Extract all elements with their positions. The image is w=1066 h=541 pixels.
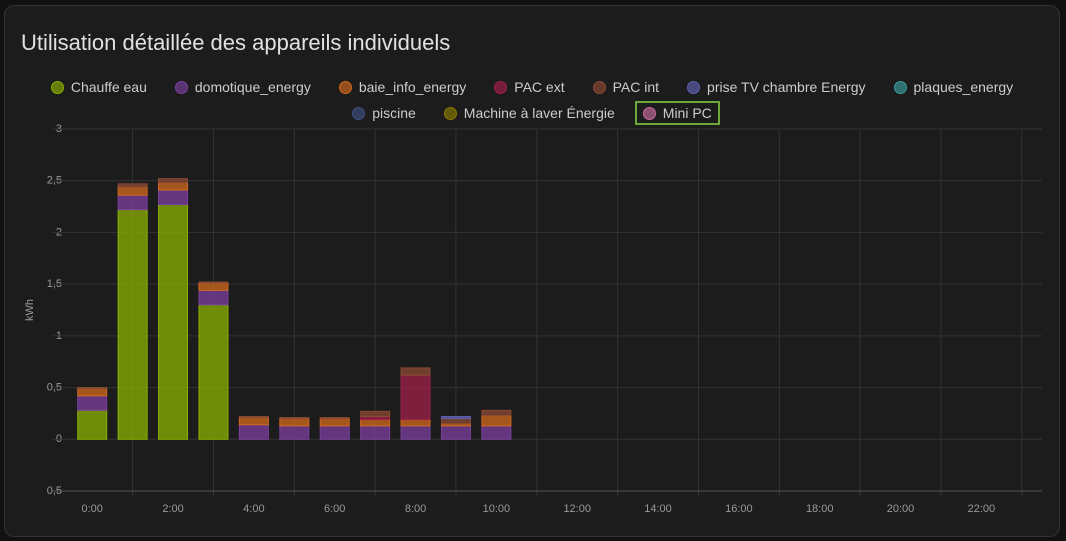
bar-segment [440, 425, 471, 440]
legend: Chauffe eau domotique_energy baie_info_ene… [5, 74, 1059, 126]
legend-swatch [687, 80, 701, 94]
legend-item[interactable]: Mini PC [634, 101, 720, 125]
legend-label: PAC ext [514, 79, 565, 95]
bar-segment [77, 388, 108, 397]
bar-segment [117, 194, 148, 211]
bar-segment [440, 418, 471, 425]
bar-segment [319, 418, 350, 427]
y-axis-label: kWh [24, 299, 36, 321]
bar-segment [481, 409, 512, 416]
bar-segment [440, 416, 471, 420]
bar-segment [400, 419, 431, 427]
bar-segment [158, 178, 189, 184]
legend-swatch [592, 80, 606, 94]
legend-label: Machine à laver Énergie [463, 105, 615, 121]
legend-label: PAC int [612, 79, 660, 95]
bar-segment [360, 425, 391, 440]
bar-segment [117, 186, 148, 196]
bar-segment [319, 425, 350, 440]
legend-item[interactable]: Chauffe eau [43, 75, 155, 99]
chart-title: Utilisation détaillée des appareils indi… [21, 30, 451, 55]
legend-swatch [352, 106, 366, 120]
x-tick-label: 8:00 [405, 503, 426, 515]
legend-swatch [338, 80, 352, 94]
bar-segment [238, 417, 269, 426]
bar-segment [198, 304, 229, 440]
bar-segment [400, 367, 431, 376]
bar-segment [77, 409, 108, 440]
x-tick-label: 2:00 [162, 503, 183, 515]
bar-segment [279, 418, 310, 427]
bar-segment [238, 416, 269, 419]
legend-item[interactable]: PAC ext [486, 75, 572, 99]
bar-segment [117, 183, 148, 188]
bar-segment [158, 204, 189, 440]
legend-label: domotique_energy [194, 79, 311, 95]
bar-segment [400, 374, 431, 421]
legend-label: Mini PC [662, 105, 712, 121]
bar-segment [77, 387, 108, 390]
x-tick-label: 4:00 [243, 503, 264, 515]
x-tick-label: 14:00 [644, 503, 672, 515]
x-tick-label: 12:00 [563, 503, 591, 515]
legend-swatch [50, 80, 64, 94]
legend-item[interactable]: baie_info_energy [331, 75, 474, 99]
bar-segment [481, 414, 512, 427]
bar-segment [158, 182, 189, 191]
legend-label: prise TV chambre Energy [707, 79, 866, 95]
bar-segment [481, 425, 512, 440]
legend-item[interactable]: plaques_energy [886, 75, 1022, 99]
bar-segment [198, 282, 229, 291]
legend-label: plaques_energy [913, 79, 1014, 95]
legend-swatch [893, 80, 907, 94]
x-tick-label: 10:00 [483, 503, 511, 515]
legend-swatch [494, 80, 508, 94]
bar-segment [198, 281, 229, 284]
x-tick-label: 0:00 [81, 503, 102, 515]
x-tick-label: 18:00 [806, 503, 834, 515]
x-tick-label: 16:00 [725, 503, 753, 515]
legend-swatch [443, 106, 457, 120]
legend-item[interactable]: PAC int [585, 75, 667, 99]
legend-item[interactable]: domotique_energy [167, 75, 319, 99]
bar-segment [77, 395, 108, 411]
x-tick-label: 20:00 [887, 503, 915, 515]
bar-segment [158, 189, 189, 206]
bar-segment [279, 425, 310, 440]
bar-segment [360, 410, 391, 418]
bar-segment [279, 417, 310, 420]
bar-segment [198, 289, 229, 306]
bar-segment [117, 209, 148, 440]
legend-label: piscine [372, 105, 416, 121]
legend-item[interactable]: Machine à laver Énergie [436, 101, 623, 125]
legend-item[interactable]: prise TV chambre Energy [679, 75, 873, 99]
legend-swatch [174, 80, 188, 94]
x-tick-label: 6:00 [324, 503, 345, 515]
legend-item[interactable]: piscine [344, 101, 424, 125]
bar-segment [360, 419, 391, 427]
bar-segment [238, 424, 269, 440]
legend-label: baie_info_energy [358, 79, 467, 95]
bar-segment [319, 417, 350, 420]
legend-swatch [642, 106, 656, 120]
legend-label: Chauffe eau [70, 79, 147, 95]
x-tick-label: 22:00 [968, 503, 996, 515]
bar-segment [400, 425, 431, 440]
